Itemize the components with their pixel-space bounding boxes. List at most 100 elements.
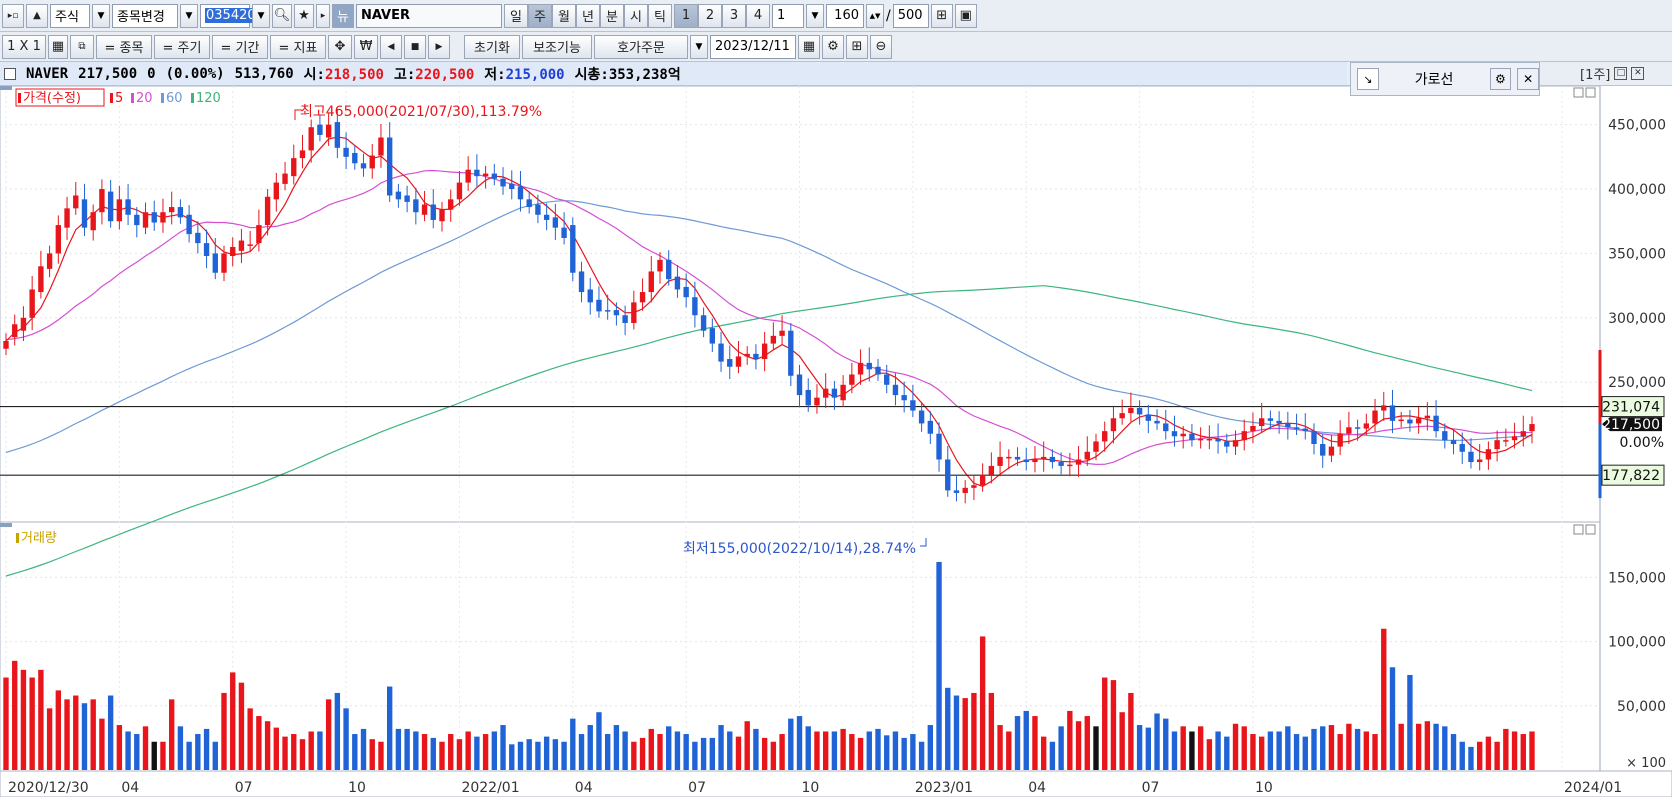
- candle-body-156: [1363, 423, 1370, 429]
- candle-body-22: [195, 232, 201, 244]
- code-dropdown-icon[interactable]: ▼: [252, 3, 270, 28]
- volume-bar-172: [1503, 728, 1509, 770]
- favorite-star-icon[interactable]: ★: [294, 3, 314, 28]
- reset-button[interactable]: 초기화: [464, 34, 520, 59]
- volume-bar-44: [386, 686, 393, 770]
- candle-body-116: [1014, 456, 1021, 460]
- price-tick-1: 400,000: [1608, 182, 1666, 198]
- volume-bar-170: [1485, 736, 1492, 770]
- candle-body-135: [1180, 433, 1186, 437]
- candle-body-43: [378, 137, 384, 156]
- interval-tab-3[interactable]: 4: [746, 3, 770, 28]
- interval-tab-1[interactable]: 2: [698, 3, 722, 28]
- currency-icon[interactable]: ₩: [354, 34, 378, 59]
- change-dropdown-icon[interactable]: ▼: [180, 3, 198, 28]
- candle-body-166: [1450, 440, 1457, 445]
- stock-code-input[interactable]: 035420: [200, 3, 257, 28]
- hline-lower-label: 177,822: [1602, 468, 1660, 484]
- candle-body-72: [631, 302, 637, 323]
- order-dropdown-icon[interactable]: ▼: [690, 34, 708, 59]
- panel-toggle-button[interactable]: ▸▫: [2, 3, 24, 28]
- setting-tab-3[interactable]: = 지표: [270, 34, 326, 59]
- volume-bar-132: [1154, 713, 1160, 770]
- change-stock-select[interactable]: 종목변경: [112, 3, 178, 28]
- candle-body-9: [81, 199, 88, 228]
- info-high: 220,500: [415, 66, 475, 83]
- price-tick-3: 300,000: [1608, 311, 1666, 327]
- volume-bar-105: [918, 741, 925, 770]
- period-tab-0[interactable]: 일: [504, 3, 528, 28]
- split-icon[interactable]: ⧉: [70, 34, 94, 59]
- interval-input[interactable]: 1: [772, 3, 804, 28]
- maximize-icon[interactable]: □: [1614, 67, 1628, 80]
- total-input[interactable]: 500: [892, 3, 929, 28]
- horizontal-line-panel[interactable]: ↘ 가로선 ⚙ ✕: [1350, 62, 1540, 96]
- volume-bar-164: [1433, 723, 1439, 770]
- checkbox[interactable]: [4, 67, 16, 80]
- play-icon[interactable]: ▶: [428, 34, 450, 59]
- stock-chart[interactable]: 450,000 400,000 350,000 300,000 250,000 150,0…: [0, 86, 1672, 797]
- candle-body-84: [735, 356, 742, 367]
- period-tab-1[interactable]: 주: [528, 3, 552, 28]
- add-window-icon[interactable]: ⊞: [930, 3, 953, 28]
- news-button[interactable]: 뉴: [332, 3, 354, 28]
- settings-gear-icon[interactable]: ⚙: [822, 34, 844, 59]
- main-toolbar: ▸▫ ▲ 주식 ▼ 종목변경 ▼ 035420 ▼ 🔍︎ ★ ▸ 뉴 NAVER…: [0, 0, 1672, 32]
- interval-dropdown-icon[interactable]: ▼: [806, 3, 824, 28]
- volume-bar-23: [203, 728, 210, 770]
- setting-tab-1[interactable]: = 주기: [154, 34, 210, 59]
- period-tab-2[interactable]: 월: [552, 3, 576, 28]
- x-tick-9: 04: [1028, 780, 1046, 796]
- setting-tab-2[interactable]: = 기간: [212, 34, 268, 59]
- volume-bar-21: [186, 741, 192, 770]
- candle-body-142: [1241, 431, 1247, 441]
- legend-swatch-1: [110, 93, 113, 103]
- volume-bar-16: [142, 726, 149, 770]
- count-input[interactable]: 160: [826, 3, 864, 28]
- period-tab-6[interactable]: 틱: [648, 3, 672, 28]
- search-icon[interactable]: 🔍︎: [272, 3, 292, 28]
- candle-body-157: [1372, 410, 1378, 424]
- line-tool-icon[interactable]: ↘: [1357, 68, 1379, 90]
- price-tick-0: 450,000: [1608, 118, 1666, 134]
- market-select[interactable]: 주식: [50, 3, 90, 28]
- setting-tab-0[interactable]: = 종목: [96, 34, 152, 59]
- volume-bar-148: [1293, 734, 1300, 770]
- collapse-icon[interactable]: ▲: [26, 3, 48, 28]
- window-close-icon[interactable]: ✕: [1631, 67, 1645, 80]
- period-tab-3[interactable]: 년: [576, 3, 600, 28]
- interval-tab-0[interactable]: 1: [674, 3, 698, 28]
- candle-body-170: [1485, 449, 1492, 460]
- next-arrow-icon[interactable]: ▸: [316, 3, 330, 28]
- calendar-icon[interactable]: ▦: [798, 34, 820, 59]
- date-input[interactable]: 2023/12/11: [710, 34, 796, 59]
- pane-handle-bottom: [0, 523, 12, 527]
- aux-button[interactable]: 보조기능: [522, 34, 592, 59]
- export-icon[interactable]: ⊞: [846, 34, 868, 59]
- save-icon[interactable]: ▣: [954, 3, 977, 28]
- print-icon[interactable]: ⊖: [870, 34, 892, 59]
- volume-bar-151: [1320, 726, 1326, 770]
- prev-icon[interactable]: ◀: [380, 34, 402, 59]
- volume-bar-96: [840, 728, 846, 770]
- candle-body-27: [238, 240, 245, 251]
- stop-icon[interactable]: ■: [404, 34, 426, 59]
- period-tab-5[interactable]: 시: [624, 3, 648, 28]
- price-tick-4: 250,000: [1608, 375, 1666, 391]
- volume-bar-166: [1450, 734, 1457, 770]
- order-button[interactable]: 호가주문: [594, 34, 688, 59]
- move-icon[interactable]: ✥: [328, 34, 352, 59]
- layout-button[interactable]: 1 X 1: [2, 34, 46, 59]
- volume-bar-145: [1267, 731, 1274, 770]
- candle-body-105: [918, 410, 925, 424]
- hline-settings-icon[interactable]: ⚙: [1489, 68, 1512, 90]
- market-dropdown-icon[interactable]: ▼: [92, 3, 110, 28]
- candle-body-155: [1354, 427, 1361, 429]
- grid-icon[interactable]: ▦: [48, 34, 68, 59]
- interval-tab-2[interactable]: 3: [722, 3, 746, 28]
- candle-body-108: [945, 459, 951, 491]
- count-spinner-icon[interactable]: ▲▼: [866, 3, 884, 28]
- hline-close-icon[interactable]: ✕: [1517, 68, 1539, 90]
- period-tab-4[interactable]: 분: [600, 3, 624, 28]
- volume-bar-131: [1145, 727, 1152, 770]
